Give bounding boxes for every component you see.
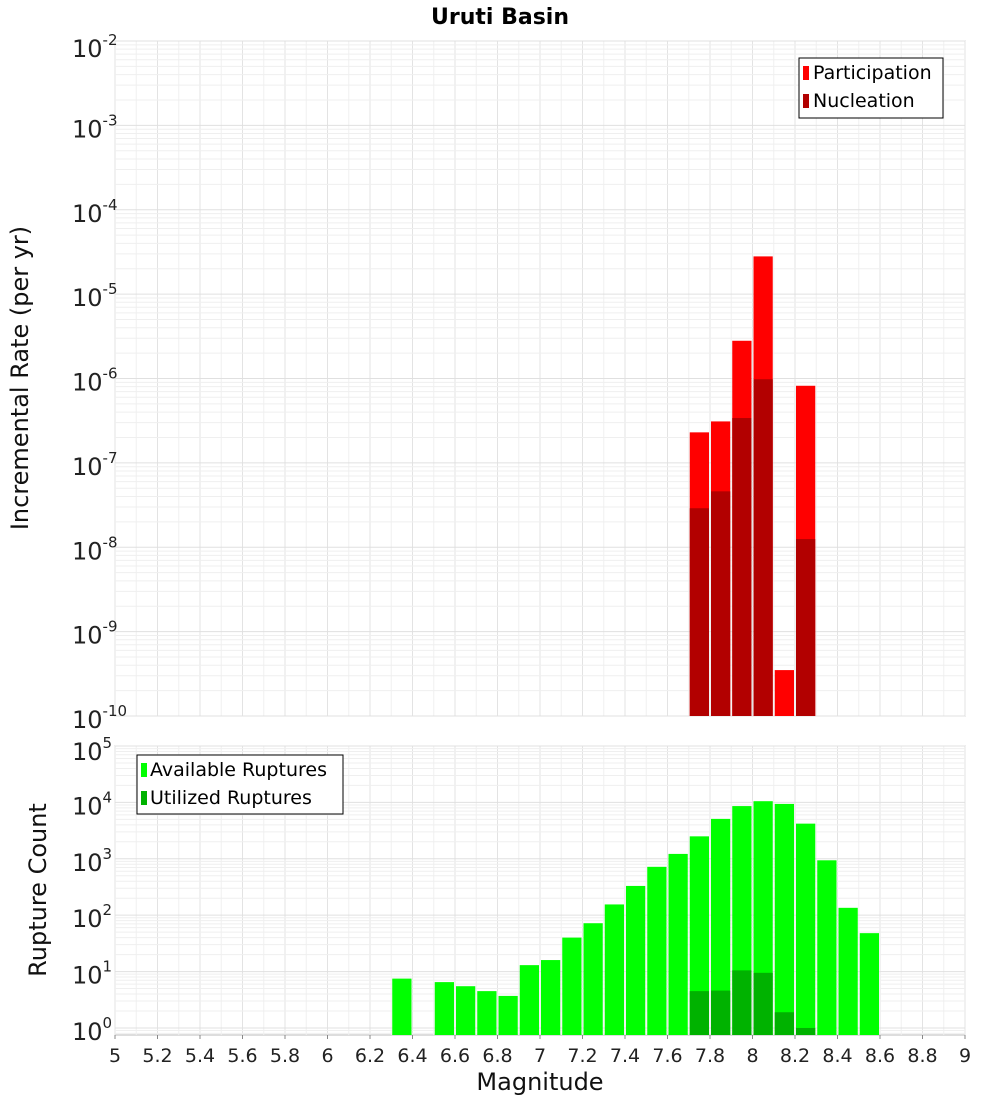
top-panel: 10-2 10-3 10-4 10-5 10-6 10-7 10-8 10-9 10-10 In… (6, 31, 966, 734)
x-tick-label: 5 (109, 1045, 121, 1067)
top-y-tick-label: 10-9 (72, 618, 118, 650)
x-tick-label: 9 (959, 1045, 971, 1067)
x-tick-label: 8.6 (865, 1045, 895, 1067)
bar-available-ruptures (626, 885, 646, 1035)
bar-nucleation (796, 539, 816, 716)
bar-utilized-ruptures (689, 991, 709, 1035)
legend-available-swatch (141, 763, 147, 777)
bar-available-ruptures (838, 907, 858, 1035)
legend-nucleation-swatch (803, 94, 809, 108)
bar-nucleation (689, 508, 709, 716)
bottom-y-tick-label: 102 (72, 901, 112, 933)
x-tick-label: 6.8 (482, 1045, 512, 1067)
bar-available-ruptures (562, 937, 582, 1035)
x-tick-label: 8.2 (780, 1045, 810, 1067)
x-tick-label: 8.4 (822, 1045, 852, 1067)
legend-nucleation-label: Nucleation (813, 90, 915, 112)
x-tick-label: 8 (746, 1045, 758, 1067)
top-y-tick-label: 10-2 (72, 31, 118, 63)
top-y-tick-label: 10-10 (72, 702, 127, 734)
bar-available-ruptures (541, 960, 561, 1035)
bottom-y-tick-label: 101 (72, 958, 112, 990)
top-y-tick-label: 10-5 (72, 280, 118, 312)
bar-available-ruptures (519, 965, 539, 1035)
bottom-y-tick-label: 103 (72, 845, 112, 877)
top-y-tick-label: 10-8 (72, 533, 118, 565)
x-tick-label: 7 (534, 1045, 546, 1067)
x-tick-label: 7.4 (610, 1045, 640, 1067)
x-tick-label: 5.4 (185, 1045, 215, 1067)
bottom-y-axis-label: Rupture Count (24, 803, 52, 977)
x-tick-label: 5.8 (270, 1045, 300, 1067)
bar-available-ruptures (817, 860, 837, 1035)
bottom-y-tick-label: 105 (72, 734, 112, 766)
top-y-tick-label: 10-6 (72, 365, 118, 397)
x-tick-label: 6.4 (397, 1045, 427, 1067)
chart-title: Uruti Basin (431, 5, 569, 30)
legend-utilized-label: Utilized Ruptures (150, 787, 312, 809)
bar-available-ruptures (392, 978, 412, 1035)
top-y-tick-label: 10-7 (72, 449, 118, 481)
legend-utilized-swatch (141, 791, 147, 805)
bar-utilized-ruptures (753, 972, 773, 1035)
bar-available-ruptures (796, 823, 816, 1035)
x-tick-label: 7.8 (695, 1045, 725, 1067)
legend-available-label: Available Ruptures (150, 759, 327, 781)
x-tick-label: 5.6 (227, 1045, 257, 1067)
bar-nucleation (732, 418, 752, 716)
x-tick-label: 6.6 (440, 1045, 470, 1067)
bar-available-ruptures (604, 904, 624, 1035)
x-tick-label: 6 (321, 1045, 333, 1067)
bar-available-ruptures (583, 923, 603, 1035)
bar-nucleation (711, 491, 731, 716)
top-legend: Participation Nucleation (798, 57, 944, 119)
x-tick-label: 5.2 (142, 1045, 172, 1067)
bar-available-ruptures (689, 836, 709, 1035)
bar-available-ruptures (859, 933, 879, 1035)
bar-utilized-ruptures (711, 990, 731, 1035)
bottom-y-tick-label: 104 (72, 788, 112, 820)
x-tick-label: 7.2 (567, 1045, 597, 1067)
legend-participation-label: Participation (813, 62, 932, 84)
bottom-legend: Available Ruptures Utilized Ruptures (136, 754, 344, 815)
legend-participation-swatch (803, 66, 809, 80)
bar-available-ruptures (477, 991, 497, 1035)
top-y-axis-label: Incremental Rate (per yr) (6, 226, 34, 530)
bar-available-ruptures (711, 818, 731, 1035)
bar-utilized-ruptures (796, 1027, 816, 1035)
bar-available-ruptures (456, 986, 476, 1035)
x-axis-label: Magnitude (476, 1068, 603, 1096)
x-tick-label: 7.6 (652, 1045, 682, 1067)
top-y-tick-label: 10-4 (72, 196, 118, 228)
bar-available-ruptures (434, 982, 454, 1035)
x-tick-label: 8.8 (907, 1045, 937, 1067)
top-y-tick-label: 10-3 (72, 111, 118, 143)
bar-available-ruptures (668, 853, 688, 1035)
bar-participation (774, 670, 794, 716)
bottom-y-tick-label: 100 (72, 1014, 112, 1046)
x-tick-label: 6.2 (355, 1045, 385, 1067)
bar-utilized-ruptures (774, 1012, 794, 1035)
bar-nucleation (753, 379, 773, 716)
bar-available-ruptures (647, 866, 667, 1035)
bar-utilized-ruptures (732, 970, 752, 1035)
bar-available-ruptures (774, 803, 794, 1035)
bottom-panel: 105 104 103 102 101 100 5 5.2 5.4 5.6 5.8 6 6.2 6.4 6… (24, 734, 971, 1096)
bar-available-ruptures (498, 995, 518, 1035)
